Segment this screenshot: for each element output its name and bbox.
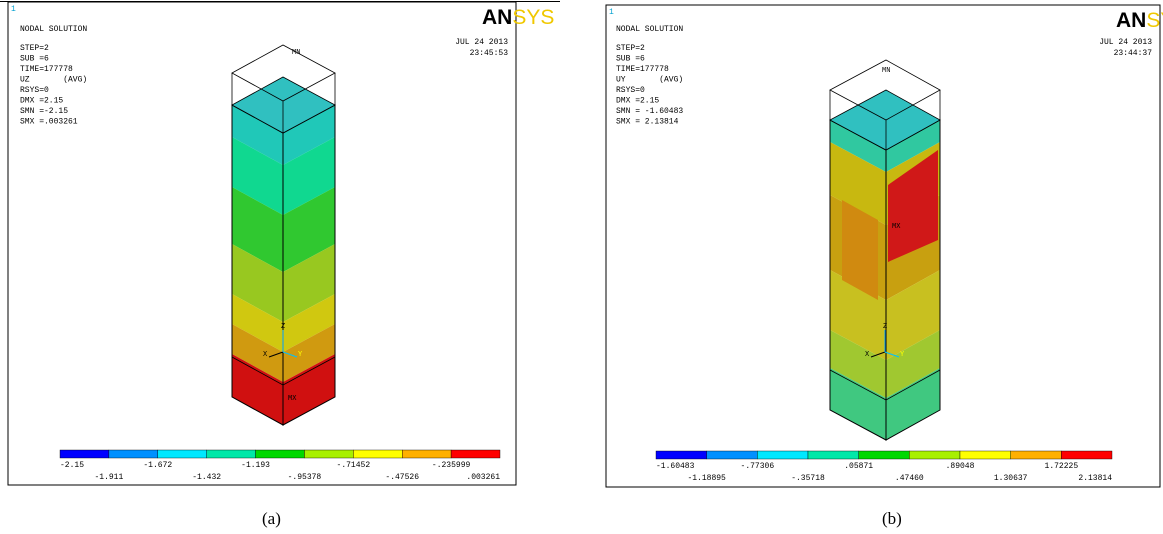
logo-an: AN bbox=[1116, 9, 1146, 32]
legend-label: -1.193 bbox=[241, 461, 270, 470]
info-line: SMX = 2.13814 bbox=[616, 118, 679, 127]
legend-label: -2.15 bbox=[60, 461, 84, 470]
header: NODAL SOLUTION bbox=[616, 25, 683, 34]
legend-swatch bbox=[909, 451, 960, 459]
legend-swatch bbox=[207, 450, 256, 458]
logo-sys: SYS bbox=[1146, 9, 1163, 32]
legend-label: .47460 bbox=[895, 474, 924, 483]
legend-label: -1.672 bbox=[143, 461, 172, 470]
caption: (a) bbox=[262, 509, 281, 528]
info-line: SMN = -1.60483 bbox=[616, 107, 683, 116]
figure: 1ANSYSNODAL SOLUTIONSTEP=2SUB =6TIME=177… bbox=[0, 0, 1163, 534]
legend-label: 1.72225 bbox=[1045, 462, 1079, 471]
panel: 1 ANSYS NODAL SOLUTION STEP=2 SUB =6TIME=177… bbox=[8, 2, 554, 528]
legend-label: -.77306 bbox=[741, 462, 775, 471]
legend-swatch bbox=[353, 450, 402, 458]
legend-swatch bbox=[1061, 451, 1112, 459]
legend-label: -.71452 bbox=[337, 461, 371, 470]
min-marker: MN bbox=[882, 67, 890, 75]
legend-label: .89048 bbox=[946, 462, 975, 471]
legend-swatch bbox=[757, 451, 808, 459]
info-line: TIME=177778 bbox=[616, 65, 669, 74]
legend-label: -1.60483 bbox=[656, 462, 695, 471]
legend-swatch bbox=[451, 450, 500, 458]
legend-swatch bbox=[60, 450, 109, 458]
date: JUL 24 2013 bbox=[455, 38, 508, 47]
logo-sys: SYS bbox=[512, 6, 554, 29]
legend-label: 2.13814 bbox=[1078, 474, 1112, 483]
legend-swatch bbox=[707, 451, 758, 459]
caption: (b) bbox=[882, 509, 902, 528]
info-line: SMX =.003261 bbox=[20, 118, 78, 127]
legend-label: .05871 bbox=[844, 462, 873, 471]
info-line: UZ (AVG) bbox=[20, 76, 87, 85]
max-marker: MX bbox=[892, 223, 901, 231]
legend-label: -.47526 bbox=[385, 473, 419, 482]
info-line: SUB =6 bbox=[616, 55, 645, 64]
info-line: SMN =-2.15 bbox=[20, 107, 68, 116]
legend-swatch bbox=[109, 450, 158, 458]
legend-label: .003261 bbox=[466, 473, 500, 482]
legend-swatch bbox=[1011, 451, 1062, 459]
legend-label: -.35718 bbox=[791, 474, 825, 483]
legend-swatch bbox=[960, 451, 1011, 459]
legend-swatch bbox=[256, 450, 305, 458]
corner-number: 1 bbox=[11, 5, 16, 14]
logo-an: AN bbox=[482, 6, 512, 29]
legend-label: -1.432 bbox=[192, 473, 221, 482]
panel: 1 ANSYS NODAL SOLUTION STEP=2 SUB =6TIME=177… bbox=[606, 5, 1163, 528]
time: 23:45:53 bbox=[470, 49, 509, 58]
legend-swatch bbox=[402, 450, 451, 458]
info-line: DMX =2.15 bbox=[20, 97, 63, 106]
legend-swatch bbox=[656, 451, 707, 459]
legend-swatch bbox=[158, 450, 207, 458]
legend-label: 1.30637 bbox=[994, 474, 1028, 483]
legend-swatch bbox=[304, 450, 353, 458]
info-line: RSYS=0 bbox=[616, 86, 645, 95]
logo: ANSYS bbox=[1116, 9, 1163, 32]
info-line: STEP=2 bbox=[616, 44, 645, 53]
info-line: RSYS=0 bbox=[20, 86, 49, 95]
axis-label: Z bbox=[281, 323, 285, 331]
logo: ANSYS bbox=[482, 6, 554, 29]
info-line: STEP=2 bbox=[20, 44, 49, 53]
max-marker: MX bbox=[288, 395, 297, 403]
corner-number: 1 bbox=[609, 8, 614, 17]
info-line: DMX =2.15 bbox=[616, 97, 659, 106]
date: JUL 24 2013 bbox=[1099, 38, 1152, 47]
legend-swatch bbox=[859, 451, 910, 459]
axis-label: Z bbox=[883, 323, 887, 331]
legend-label: -1.18895 bbox=[687, 474, 726, 483]
header: NODAL SOLUTION bbox=[20, 25, 87, 34]
time: 23:44:37 bbox=[1114, 49, 1153, 58]
info-line: TIME=177778 bbox=[20, 65, 73, 74]
legend-swatch bbox=[808, 451, 859, 459]
min-marker: MN bbox=[292, 49, 300, 57]
legend-label: -1.911 bbox=[94, 473, 123, 482]
info-line: UY (AVG) bbox=[616, 76, 683, 85]
legend-label: -.235999 bbox=[432, 461, 471, 470]
legend-label: -.95378 bbox=[288, 473, 322, 482]
info-line: SUB =6 bbox=[20, 55, 49, 64]
